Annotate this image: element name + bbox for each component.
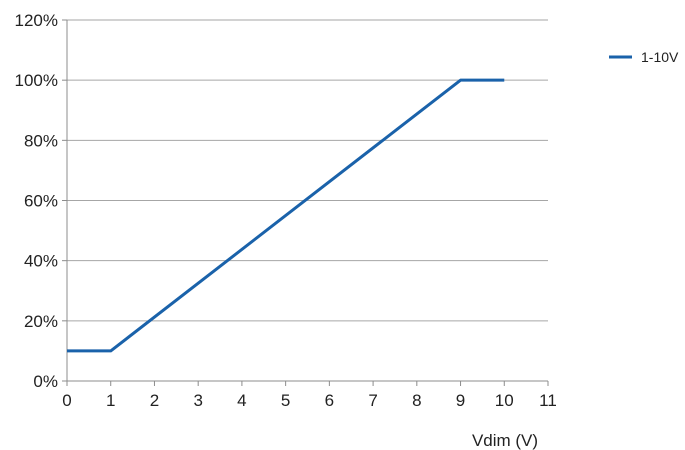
- x-tick-label: 7: [368, 391, 377, 410]
- axes: [62, 19, 549, 386]
- x-tick-label: 6: [325, 391, 334, 410]
- x-tick-label: 1: [106, 391, 115, 410]
- y-tick-label: 20%: [24, 312, 58, 331]
- y-tick-label: 60%: [24, 192, 58, 211]
- gridlines: [67, 19, 548, 322]
- legend-label: 1-10V: [641, 49, 679, 65]
- series-lines: [67, 78, 505, 353]
- y-tick-label: 120%: [15, 11, 58, 30]
- x-axis-title: Vdim (V): [472, 431, 538, 450]
- y-tick-label: 0%: [33, 372, 58, 391]
- x-tick-label: 11: [539, 391, 557, 410]
- y-tick-label: 40%: [24, 252, 58, 271]
- x-tick-label: 4: [237, 391, 246, 410]
- x-tick-label: 8: [412, 391, 421, 410]
- y-tick-label: 80%: [24, 131, 58, 150]
- x-tick-label: 5: [281, 391, 290, 410]
- x-tick-label: 9: [456, 391, 465, 410]
- x-tick-label: 0: [62, 391, 71, 410]
- x-tick-labels: 0 1 2 3 4 5 6 7 8 9 10 11: [62, 391, 557, 410]
- y-tick-labels: 0% 20% 40% 60% 80% 100% 120%: [15, 11, 58, 391]
- x-tick-label: 3: [193, 391, 202, 410]
- legend: 1-10V: [609, 49, 679, 65]
- x-tick-label: 10: [495, 391, 514, 410]
- y-tick-label: 100%: [15, 71, 58, 90]
- x-tick-label: 2: [150, 391, 159, 410]
- series-line: [67, 78, 505, 353]
